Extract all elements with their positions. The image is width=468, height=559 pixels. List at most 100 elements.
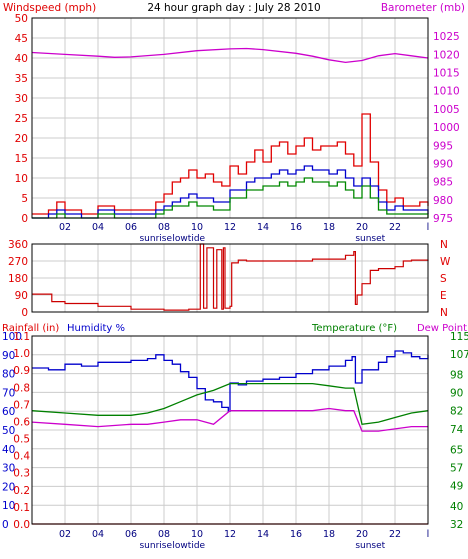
temperature-tick-label: 57 (450, 462, 463, 474)
wind-panel-frame (31, 17, 429, 219)
series-barometer-line (31, 47, 429, 64)
temperature-tick-label: 74 (450, 424, 464, 436)
temperature-tick-label: 65 (450, 444, 463, 456)
lowtide-label: lowtide (172, 234, 205, 244)
sunset-label: sunset (355, 234, 385, 244)
rainfall-tick-label: 1.0 (13, 348, 30, 360)
x-tick-label: 12 (224, 529, 236, 540)
direction-tick-label: 360 (8, 239, 28, 251)
x-tick-label: 04 (92, 222, 104, 233)
barometer-tick-label: 1025 (433, 31, 460, 43)
compass-label: E (440, 290, 447, 302)
humidity-tick-label: 40 (2, 444, 15, 456)
windspeed-tick-label: 25 (15, 113, 28, 125)
humidity-tick-label: 90 (2, 350, 15, 362)
x-tick-label: 02 (59, 222, 71, 233)
humidity-tick-label: 20 (2, 481, 15, 493)
sunset-label: sunset (355, 541, 385, 551)
sunrise-label: sunrise (139, 541, 172, 551)
temperature-tick-label: 32 (450, 519, 463, 531)
temperature-axis-title: Temperature (°F) (311, 323, 397, 334)
windspeed-tick-label: 50 (15, 13, 28, 25)
x-tick-label: 14 (257, 529, 269, 540)
humidity-tick-label: 80 (2, 369, 15, 381)
rainfall-tick-label: 1.1 (13, 331, 30, 343)
x-tick-label: 02 (59, 529, 71, 540)
windspeed-tick-label: 5 (21, 193, 28, 205)
windspeed-axis-title: Windspeed (mph) (3, 2, 96, 14)
humidity-panel-frame (31, 335, 429, 525)
humidity-tick-label: 70 (2, 387, 15, 399)
barometer-tick-label: 1015 (433, 68, 460, 80)
temperature-tick-label: 90 (450, 388, 463, 400)
x-tick-label: 16 (290, 222, 302, 233)
x-tick-label: 20 (356, 529, 368, 540)
barometer-tick-label: 1000 (433, 122, 460, 134)
compass-label: W (440, 256, 451, 268)
windspeed-tick-label: 15 (15, 153, 28, 165)
temperature-tick-label: 98 (450, 370, 463, 382)
barometer-tick-label: 990 (433, 158, 453, 170)
humidity-tick-label: 60 (2, 406, 15, 418)
x-tick-label: 08 (158, 222, 170, 233)
rainfall-tick-label: 0.0 (13, 519, 30, 531)
x-tick-label: l (427, 222, 430, 233)
humidity-tick-label: 10 (2, 500, 15, 512)
rainfall-tick-label: 0.4 (13, 451, 30, 463)
x-tick-label: 18 (323, 529, 335, 540)
x-tick-label: 10 (191, 222, 203, 233)
humidity-tick-label: 30 (2, 463, 15, 475)
temperature-tick-label: 40 (450, 501, 463, 513)
series-avg-line (32, 165, 429, 219)
barometer-tick-label: 1005 (433, 104, 460, 116)
x-tick-label: 06 (125, 222, 137, 233)
windspeed-tick-label: 40 (15, 53, 28, 65)
x-tick-label: 08 (158, 529, 170, 540)
direction-tick-label: 0 (21, 307, 28, 319)
x-tick-label: l (427, 529, 430, 540)
x-tick-label: 18 (323, 222, 335, 233)
barometer-tick-label: 975 (433, 213, 453, 225)
x-tick-label: 22 (389, 529, 401, 540)
lowtide-label: lowtide (172, 541, 205, 551)
x-tick-label: 12 (224, 222, 236, 233)
temperature-tick-label: 115 (450, 331, 468, 343)
windspeed-tick-label: 0 (21, 213, 28, 225)
direction-tick-label: 180 (8, 273, 28, 285)
rainfall-axis-title: Rainfall (in) (2, 323, 59, 334)
barometer-tick-label: 1020 (433, 49, 460, 61)
windspeed-tick-label: 45 (15, 33, 28, 45)
direction-tick-label: 270 (8, 256, 28, 268)
windspeed-tick-label: 35 (15, 73, 28, 85)
dewpoint-axis-title: Dew Point (417, 323, 467, 334)
windspeed-tick-label: 10 (15, 173, 28, 185)
x-tick-label: 06 (125, 529, 137, 540)
humidity-tick-label: 50 (2, 425, 15, 437)
page-title: 24 hour graph day : July 28 2010 (147, 2, 320, 14)
rainfall-tick-label: 0.2 (13, 485, 30, 497)
barometer-axis-title: Barometer (mb) (381, 2, 465, 14)
temperature-tick-label: 49 (450, 480, 463, 492)
x-tick-label: 14 (257, 222, 269, 233)
series-gust-line (32, 113, 429, 215)
barometer-tick-label: 980 (433, 195, 453, 207)
rainfall-tick-label: 0.1 (13, 502, 30, 514)
rainfall-tick-label: 0.5 (13, 434, 30, 446)
barometer-tick-label: 1010 (433, 86, 460, 98)
humidity-tick-label: 0 (2, 519, 9, 531)
rainfall-tick-label: 0.3 (13, 468, 30, 480)
series-dewpoint-line (31, 407, 428, 432)
rainfall-tick-label: 0.8 (13, 382, 30, 394)
direction-panel-frame (31, 243, 429, 313)
temperature-tick-label: 107 (450, 349, 468, 361)
barometer-tick-label: 985 (433, 177, 453, 189)
x-tick-label: 16 (290, 529, 302, 540)
barometer-tick-label: 995 (433, 140, 453, 152)
windspeed-tick-label: 20 (15, 133, 28, 145)
x-tick-label: 20 (356, 222, 368, 233)
compass-label: S (440, 273, 447, 285)
x-tick-label: 04 (92, 529, 104, 540)
temperature-tick-label: 82 (450, 406, 463, 418)
